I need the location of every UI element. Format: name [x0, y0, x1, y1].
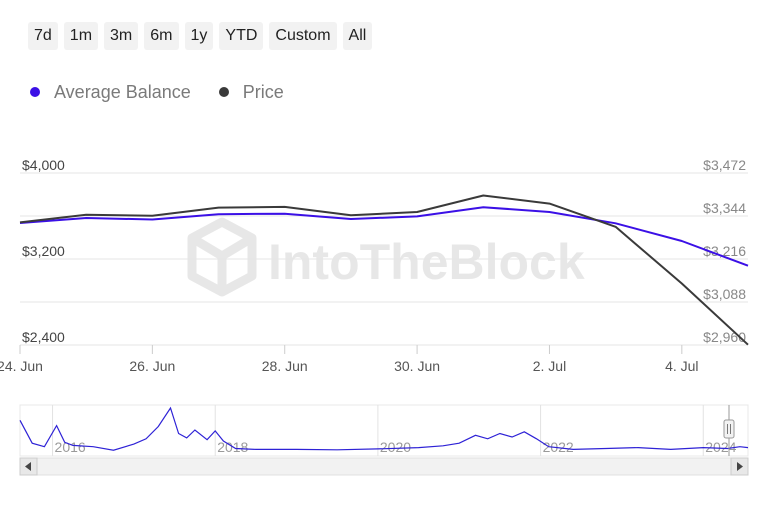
range-selector: 7d 1m 3m 6m 1y YTD Custom All	[28, 22, 373, 50]
x-axis-tick-label: 26. Jun	[129, 358, 175, 374]
range-button-3m[interactable]: 3m	[104, 22, 139, 50]
right-axis-tick-label: $3,472	[703, 157, 746, 173]
cube-logo-icon	[187, 217, 257, 297]
range-button-7d[interactable]: 7d	[28, 22, 58, 50]
legend-label-average-balance: Average Balance	[54, 81, 191, 102]
x-axis-tick-label: 24. Jun	[0, 358, 43, 374]
x-axis-tick-label: 28. Jun	[262, 358, 308, 374]
legend-dot-average-balance	[30, 87, 40, 97]
navigator-handle[interactable]	[723, 405, 735, 456]
navigator-background	[19, 404, 749, 457]
navigator-line	[19, 406, 749, 451]
navigator-year-label: 2020	[380, 439, 411, 455]
legend-item-price[interactable]: Price	[218, 81, 284, 103]
x-axis: 24. Jun 26. Jun 28. Jun 30. Jun 2. Jul 4. Jul	[0, 358, 699, 374]
watermark-text: IntoTheBlock	[268, 234, 585, 290]
chevron-left-icon	[25, 462, 31, 471]
x-axis-ticks	[19, 345, 683, 354]
legend-label-price: Price	[242, 81, 284, 102]
x-axis-tick-label: 4. Jul	[665, 358, 698, 374]
legend-dot-price	[218, 87, 229, 97]
navigator-year-label: 2024	[705, 439, 736, 455]
right-axis-tick-label: $3,088	[703, 286, 746, 302]
range-button-ytd[interactable]: YTD	[219, 22, 264, 50]
navigator-year-label: 2022	[543, 439, 574, 455]
navigator[interactable]: 2016 2018 2020 2022 2024	[19, 404, 749, 476]
range-button-6m[interactable]: 6m	[144, 22, 179, 50]
navigator-year-label: 2016	[55, 439, 86, 455]
x-axis-tick-label: 2. Jul	[533, 358, 566, 374]
scrollbar-track	[19, 457, 749, 476]
range-button-1y[interactable]: 1y	[184, 22, 214, 50]
chart-legend: Average Balance Price	[30, 80, 312, 104]
left-axis-tick-label: $3,200	[22, 243, 65, 259]
series-line-price	[19, 194, 749, 346]
left-axis-tick-label: $4,000	[22, 157, 65, 173]
grid-lines	[20, 172, 748, 346]
chevron-right-icon	[737, 462, 743, 471]
range-button-1m[interactable]: 1m	[63, 22, 99, 50]
watermark-logo: IntoTheBlock	[187, 217, 585, 297]
navigator-handle-grip	[723, 419, 735, 439]
right-axis-tick-label: $3,344	[703, 200, 746, 216]
x-axis-tick-label: 30. Jun	[394, 358, 440, 374]
left-y-axis: $4,000 $3,200 $2,400	[22, 157, 65, 345]
range-button-custom[interactable]: Custom	[269, 22, 337, 50]
right-y-axis: $3,472$3,344$3,216$3,088$2,960	[703, 157, 746, 345]
right-axis-tick-label: $3,216	[703, 243, 746, 259]
left-axis-tick-label: $2,400	[22, 329, 65, 345]
range-button-all[interactable]: All	[342, 22, 373, 50]
navigator-scrollbar[interactable]	[19, 457, 749, 476]
series-line-average-balance	[19, 206, 749, 267]
series-lines	[19, 194, 749, 346]
legend-item-average-balance[interactable]: Average Balance	[30, 82, 191, 103]
